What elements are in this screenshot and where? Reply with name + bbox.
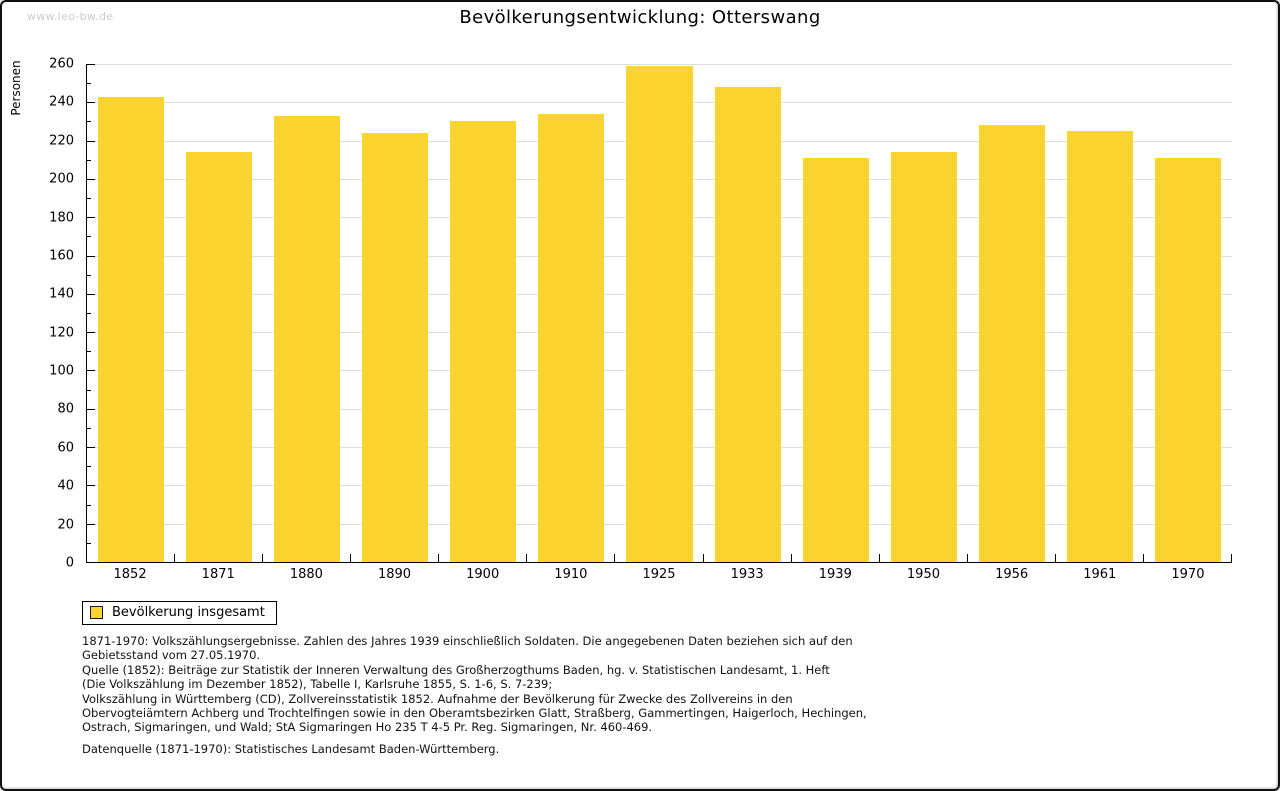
legend-swatch-icon: [90, 606, 103, 619]
x-boundary-tick-3: [350, 554, 352, 562]
footnote-line-7: Ostrach, Sigmaringen, und Wald; StA Sigm…: [82, 720, 653, 735]
x-tick-label-1852: 1852: [113, 567, 147, 582]
plot-area: [86, 64, 1232, 563]
y-tick-50: [87, 466, 91, 468]
y-tick-80: [87, 408, 95, 410]
y-tick-240: [87, 102, 95, 104]
bar-1933: [714, 87, 781, 562]
legend: Bevölkerung insgesamt: [82, 601, 277, 625]
y-tick-label-0: 0: [65, 555, 74, 571]
y-tick-130: [87, 313, 91, 314]
x-boundary-tick-8: [790, 554, 792, 562]
y-tick-40: [87, 485, 95, 487]
y-tick-label-160: 160: [49, 248, 74, 264]
x-tick-label-1939: 1939: [818, 567, 852, 582]
y-tick-210: [87, 159, 91, 161]
x-tick-label-1871: 1871: [201, 567, 235, 582]
y-tick-190: [87, 198, 91, 200]
y-tick-170: [87, 236, 91, 238]
y-tick-label-220: 220: [49, 133, 74, 149]
bar-1970: [1154, 157, 1221, 562]
x-boundary-tick-5: [526, 554, 528, 562]
y-tick-30: [87, 504, 91, 506]
y-tick-230: [87, 121, 91, 123]
watermark-text: www.leo-bw.de: [27, 10, 114, 23]
y-tick-label-140: 140: [49, 286, 74, 302]
bar-1871: [186, 152, 253, 562]
y-tick-220: [87, 140, 95, 142]
x-tick-label-1956: 1956: [995, 567, 1029, 582]
bar-1939: [802, 157, 869, 562]
y-tick-label-60: 60: [57, 440, 74, 456]
x-axis-tick-labels: 1852 1871 1880 1890 1900 1910 1925 1933 1939 1950…: [86, 567, 1232, 587]
y-tick-70: [87, 427, 91, 429]
x-tick-label-1970: 1970: [1171, 567, 1205, 582]
bar-1900: [450, 121, 517, 562]
y-tick-label-100: 100: [49, 363, 74, 379]
y-tick-60: [87, 447, 95, 449]
y-tick-label-260: 260: [49, 56, 74, 72]
gridline-260: [87, 64, 1232, 65]
x-boundary-tick-1: [174, 554, 176, 562]
y-tick-label-40: 40: [57, 478, 74, 494]
x-boundary-tick-6: [614, 554, 616, 562]
x-boundary-tick-13: [1231, 554, 1232, 562]
x-boundary-tick-12: [1142, 554, 1144, 562]
y-tick-150: [87, 274, 91, 276]
bar-1956: [978, 125, 1045, 562]
source-footnotes: 1871-1970: Volkszählungsergebnisse. Zahl…: [82, 634, 1212, 735]
x-tick-label-1890: 1890: [377, 567, 412, 582]
y-tick-label-180: 180: [49, 210, 74, 226]
y-tick-90: [87, 389, 91, 391]
footnote-line-6: Obervogteiämtern Achberg und Trochtelfin…: [82, 706, 867, 721]
bar-1880: [274, 115, 341, 562]
y-tick-120: [87, 332, 95, 334]
y-tick-260: [87, 64, 95, 65]
y-tick-label-20: 20: [57, 517, 74, 533]
y-tick-180: [87, 217, 95, 219]
y-tick-label-120: 120: [49, 325, 74, 341]
y-tick-label-200: 200: [49, 171, 74, 187]
bar-1925: [626, 65, 693, 562]
x-tick-label-1950: 1950: [906, 567, 940, 582]
y-tick-10: [87, 542, 91, 544]
x-tick-label-1961: 1961: [1083, 567, 1117, 582]
x-boundary-tick-7: [702, 554, 704, 562]
bar-1890: [362, 132, 429, 562]
y-tick-label-240: 240: [49, 94, 74, 110]
footnote-line-2: Gebietsstand vom 27.05.1970.: [82, 648, 261, 663]
chart-title: Bevölkerungsentwicklung: Otterswang: [459, 7, 821, 28]
y-tick-160: [87, 255, 95, 257]
x-boundary-tick-4: [438, 554, 440, 562]
y-tick-250: [87, 83, 91, 85]
x-tick-label-1933: 1933: [730, 567, 764, 582]
footnote-line-1: 1871-1970: Volkszählungsergebnisse. Zahl…: [82, 634, 853, 648]
y-tick-20: [87, 523, 95, 525]
footnote-line-5: Volkszählung in Württemberg (CD), Zollve…: [82, 691, 793, 706]
y-tick-100: [87, 370, 95, 372]
bar-1852: [98, 96, 165, 562]
y-tick-110: [87, 351, 91, 353]
datasource-note: Datenquelle (1871-1970): Statistisches L…: [82, 742, 500, 756]
x-tick-label-1900: 1900: [466, 567, 500, 582]
x-boundary-tick-10: [966, 554, 968, 562]
x-tick-label-1910: 1910: [554, 567, 588, 582]
footnote-line-4: (Die Volkszählung im Dezember 1852), Tab…: [82, 677, 553, 692]
bar-1910: [538, 113, 605, 562]
y-tick-label-80: 80: [57, 401, 74, 417]
x-tick-label-1880: 1880: [289, 567, 323, 582]
x-boundary-tick-2: [262, 554, 264, 562]
footnote-line-3: Quelle (1852): Beiträge zur Statistik de…: [82, 662, 830, 677]
bar-1961: [1066, 131, 1133, 562]
x-tick-label-1925: 1925: [642, 567, 676, 582]
x-boundary-tick-9: [878, 554, 880, 562]
y-axis-tick-labels: 0 20 40 60 80 100 120 140 160 180 200 220 240 260: [2, 58, 80, 570]
legend-series-label: Bevölkerung insgesamt: [112, 605, 265, 620]
y-tick-140: [87, 293, 95, 295]
bar-1950: [890, 152, 957, 562]
x-boundary-tick-11: [1054, 554, 1056, 562]
y-tick-200: [87, 178, 95, 180]
